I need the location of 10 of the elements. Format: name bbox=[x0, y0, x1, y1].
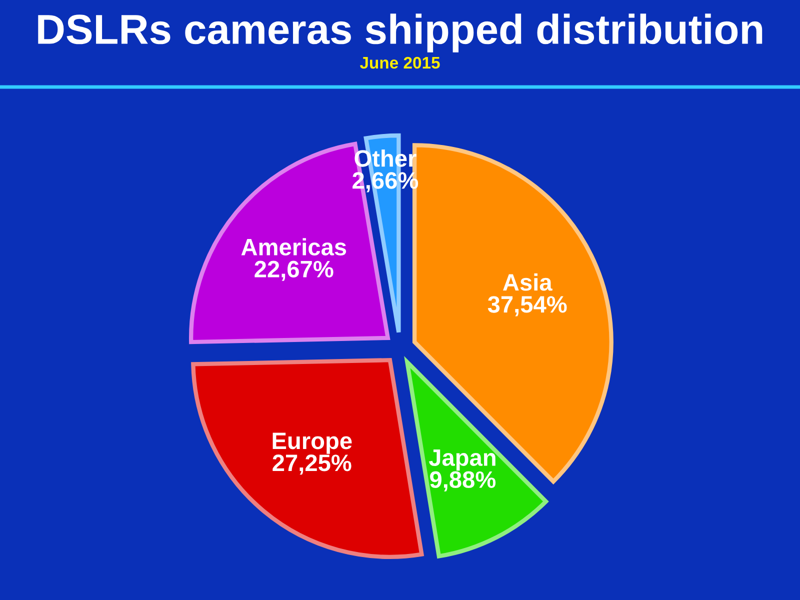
slice-label: Asia bbox=[502, 273, 552, 291]
slice-label: Americas bbox=[241, 238, 346, 256]
data-label: 27,25% bbox=[272, 454, 352, 475]
slice-label: Japan bbox=[428, 450, 496, 471]
data-label: 9,88% bbox=[430, 471, 496, 492]
data-label: 22,67% bbox=[254, 260, 334, 281]
chart-subtitle: June 2015 bbox=[360, 56, 440, 69]
chart-title: DSLRs cameras shipped distribution bbox=[38, 14, 762, 52]
slice-label: Europe bbox=[272, 432, 352, 454]
data-label: 37,54% bbox=[488, 296, 567, 316]
